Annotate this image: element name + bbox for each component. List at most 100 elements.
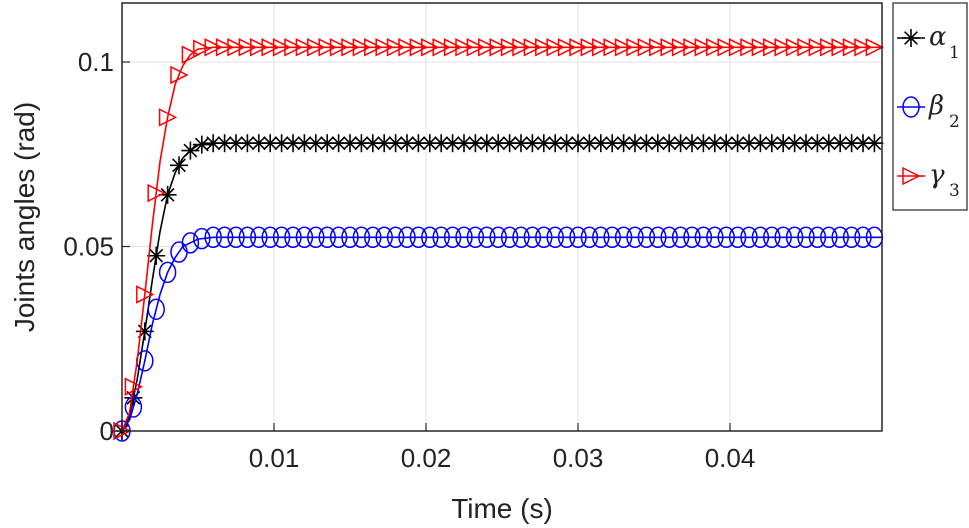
series-1 [113,226,884,442]
series-marker [386,134,405,153]
series-marker [181,232,200,254]
series-marker [261,226,279,249]
series-marker [831,226,849,249]
series-marker [466,38,486,57]
series-marker [375,226,393,249]
series-marker [249,134,268,153]
series-marker [774,134,793,153]
series-marker [409,226,428,249]
series-marker [751,38,771,57]
series-marker [352,226,371,249]
series-marker [307,226,325,249]
series-marker [181,45,201,64]
series-marker [272,38,292,57]
series-marker [569,226,587,249]
series-marker [740,226,758,249]
series-marker [751,226,770,249]
series-marker [147,246,166,265]
series-marker [443,226,462,249]
plot-frame [121,2,883,432]
series-line [121,236,882,432]
series-marker [272,226,291,249]
series-marker [193,39,212,58]
series-marker [603,226,621,249]
series-marker [785,226,804,249]
series-marker [170,65,189,85]
series-marker [797,226,815,249]
series-marker [181,141,200,160]
series-marker [626,38,645,57]
series-marker [637,38,657,57]
series-marker [478,226,496,249]
series-marker [364,226,382,249]
series-marker [284,134,302,153]
series-marker [398,38,417,57]
series-marker [455,134,473,153]
series-marker [204,38,223,57]
series-marker [512,226,530,249]
series-marker [728,226,747,249]
series-marker [364,38,383,57]
series-marker [147,183,166,203]
legend-entry: α1 [897,22,960,63]
series-marker [706,38,725,57]
series-marker [227,226,245,249]
y-axis-label: Joints angles (rad) [9,102,40,332]
series-0 [113,134,884,440]
plot-background [122,3,882,431]
series-marker [671,226,690,249]
series-marker [660,226,678,249]
series-marker [512,38,531,57]
series-marker [774,226,792,249]
y-tick-label: 0 [100,416,114,446]
series-marker [580,134,599,153]
series-marker [398,226,416,249]
series-marker [614,38,634,57]
series-marker [751,134,770,153]
series-marker [500,226,519,249]
series-marker [626,226,644,249]
grid-lines [122,3,882,431]
series-marker [785,38,805,57]
series-marker [591,134,610,153]
series-marker [250,226,268,249]
series-marker [306,134,325,153]
series-marker [614,226,633,249]
series-marker [706,226,724,249]
series-marker [215,38,235,57]
legend-entry: β2 [897,91,960,132]
series-marker [785,134,804,153]
series-marker [671,38,691,57]
series-marker [284,226,302,249]
series-marker [854,38,873,57]
series-marker [717,226,735,249]
legend-subscript: 2 [949,112,960,132]
series-marker [763,38,782,57]
series-marker [854,226,872,249]
series-marker [580,226,599,249]
series-marker [341,226,359,249]
series-marker [363,134,382,153]
series-marker [204,226,222,249]
series-marker [546,226,564,249]
series-marker [523,134,542,153]
x-tick-label: 0.01 [249,443,300,473]
series-marker [557,226,576,249]
series-marker [592,226,610,249]
series-marker [671,134,690,153]
series-marker [170,156,188,175]
series-marker [147,298,165,320]
series-marker [421,226,439,249]
series-marker [375,134,394,153]
series-marker [740,38,759,57]
series-marker [238,38,258,57]
series-marker [318,226,336,249]
series-marker [649,38,668,57]
series-marker [250,38,269,57]
series-marker [443,38,463,57]
series-marker [797,38,816,57]
series-marker [455,38,474,57]
series-marker [398,134,416,153]
series-marker [535,226,553,249]
